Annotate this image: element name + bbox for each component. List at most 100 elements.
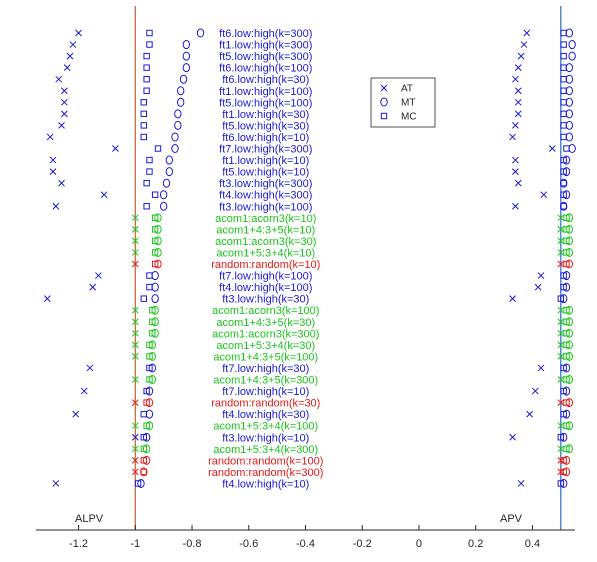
point-apv-at-4-stroke-b [512,75,519,83]
point-alpv-mt-10 [171,144,179,153]
x-tick-label-1: -1 [130,538,140,550]
x-tick-label-8: 0.4 [525,538,540,550]
apv-corner-label: APV [500,513,523,525]
plot-background [36,6,575,530]
point-alpv-at-20 [131,260,139,268]
point-alpv-at-25 [131,318,139,326]
point-apv-at-6-stroke-b [514,98,522,106]
point-apv-mc-13 [560,179,567,187]
point-alpv-mc-20 [151,260,159,268]
point-alpv-mt-31 [145,386,154,396]
point-alpv-mt-27 [148,340,157,350]
point-alpv-mc-0 [146,29,153,37]
point-alpv-mc-7 [140,110,148,118]
point-apv-mc-4 [560,76,567,83]
point-apv-mc-28 [563,353,570,360]
point-alpv-mt-29 [148,363,157,373]
point-alpv-at-8-stroke-b [58,122,65,129]
point-apv-at-39-stroke-b [517,480,525,487]
row-label-37: random:random(k=100) [208,455,323,467]
point-alpv-mc-17 [151,226,159,233]
point-alpv-mc-36 [140,445,148,453]
row-label-17: acom1+4:3+5(k=10) [216,224,315,236]
point-apv-at-11 [512,156,519,164]
point-apv-mt-21 [562,271,571,281]
point-apv-at-36-stroke-b [557,445,565,453]
point-alpv-at-31-stroke-b [80,387,88,395]
point-alpv-at-28 [131,353,139,360]
point-apv-mc-11 [560,156,567,164]
point-alpv-mc-29 [146,364,153,372]
row-label-10: ft7.low:high(k=300) [219,144,312,156]
point-alpv-at-17 [131,225,139,233]
point-apv-at-27-stroke-b [557,341,565,349]
point-apv-at-20-stroke-b [557,260,565,268]
point-apv-mc-5 [560,87,567,94]
point-alpv-at-2 [66,52,74,60]
point-alpv-at-35-stroke-b [131,433,139,441]
point-apv-at-2-stroke-b [517,52,525,60]
point-alpv-mt-0 [196,28,205,38]
point-alpv-at-20-stroke-b [131,260,139,268]
point-alpv-mt-16 [154,213,162,223]
point-apv-at-39 [517,480,525,487]
point-apv-at-25 [557,318,565,326]
x-tick-label-6: 0 [416,538,422,550]
point-alpv-at-30-stroke-b [131,376,139,383]
point-apv-at-27 [557,341,565,349]
point-apv-at-3-stroke-b [514,64,522,72]
point-alpv-mc-21 [146,272,153,279]
point-alpv-at-6-stroke-b [61,98,68,106]
point-alpv-at-18 [131,237,139,245]
x-tick-label-7: 0.2 [468,538,483,550]
point-apv-at-21 [537,272,545,279]
x-tick-label-4: -0.4 [296,538,315,550]
point-alpv-mc-6 [140,99,148,106]
point-apv-at-16 [557,214,565,222]
legend-marker-mt [380,97,388,107]
point-apv-mc-37 [560,457,567,464]
point-alpv-mc-9 [140,133,148,141]
row-label-3: ft6.low:high(k=100) [219,63,312,75]
point-alpv-at-4 [55,75,63,83]
point-apv-mt-2 [568,51,576,61]
point-apv-at-20 [557,260,565,268]
row-label-38: random:random(k=300) [208,467,323,479]
point-apv-mc-35 [557,434,565,441]
point-alpv-mt-23 [151,294,159,304]
row-label-2: ft5.low:high(k=300) [219,51,312,63]
point-alpv-at-16-stroke-b [131,214,139,222]
point-alpv-mc-22 [146,283,153,291]
point-alpv-mc-23 [140,295,148,302]
row-label-19: acom1+5:3+4(k=10) [216,247,315,259]
point-apv-at-23 [509,295,516,303]
point-apv-at-22-stroke-b [534,283,542,291]
x-tick-label-0: -1.2 [69,538,88,550]
point-apv-mc-8 [560,122,567,129]
point-apv-mt-24 [565,305,574,315]
point-apv-at-7-stroke-b [514,110,522,118]
point-apv-at-9 [509,133,516,141]
point-alpv-mc-4 [143,76,150,83]
point-apv-at-0 [523,29,531,37]
row-label-0: ft6.low:high(k=300) [219,28,312,40]
point-apv-mc-3 [560,64,567,71]
point-apv-mc-34 [563,422,570,429]
point-alpv-at-19-stroke-b [131,249,139,256]
point-alpv-mc-1 [146,41,153,48]
point-alpv-mc-35 [140,434,148,441]
point-apv-mc-31 [560,387,567,395]
row-label-28: acom1+4:3+5(k=100) [213,351,318,363]
point-apv-at-22 [534,283,542,291]
point-apv-at-10 [548,145,556,152]
point-apv-mc-23 [557,295,565,302]
x-axis-ticks: -1.2 -1 -0.8 -0.6 -0.4 -0.2 0 0.2 0.4 [69,525,540,550]
point-alpv-at-7-stroke-b [61,110,68,118]
point-apv-mc-17 [563,226,570,233]
point-apv-mc-0 [560,29,567,37]
point-apv-mc-19 [563,249,570,256]
point-apv-at-29-stroke-b [537,364,545,372]
point-alpv-mt-13 [162,178,171,188]
point-alpv-mt-19 [154,247,162,257]
point-apv-mt-27 [565,340,574,350]
